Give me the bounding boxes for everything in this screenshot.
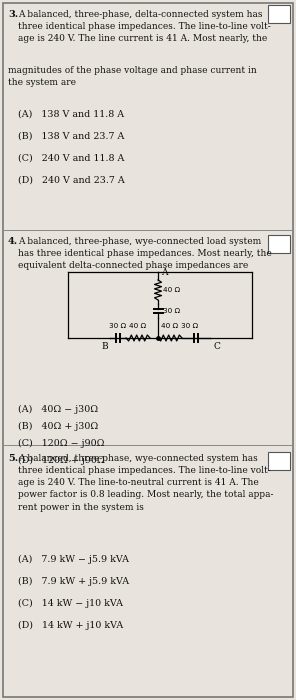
Text: (C)   14 kW − j10 kVA: (C) 14 kW − j10 kVA xyxy=(18,599,123,608)
Text: A balanced, three-phase, wye-connected system has
three identical phase impedanc: A balanced, three-phase, wye-connected s… xyxy=(18,454,274,512)
Text: (D)   120Ω + j90Ω: (D) 120Ω + j90Ω xyxy=(18,456,105,465)
Text: 3.: 3. xyxy=(8,10,18,19)
FancyBboxPatch shape xyxy=(268,235,290,253)
Text: 40 Ω: 40 Ω xyxy=(163,287,180,293)
Text: (C)   120Ω − j90Ω: (C) 120Ω − j90Ω xyxy=(18,439,104,448)
Text: 30 Ω: 30 Ω xyxy=(181,323,199,329)
Text: (C)   240 V and 11.8 A: (C) 240 V and 11.8 A xyxy=(18,154,124,163)
Text: (D)   14 kW + j10 kVA: (D) 14 kW + j10 kVA xyxy=(18,621,123,630)
Text: (B)   138 V and 23.7 A: (B) 138 V and 23.7 A xyxy=(18,132,124,141)
FancyBboxPatch shape xyxy=(268,5,290,23)
Text: (A)   40Ω − j30Ω: (A) 40Ω − j30Ω xyxy=(18,405,98,414)
Text: A balanced, three-phase, wye-connected load system
has three identical phase imp: A balanced, three-phase, wye-connected l… xyxy=(18,237,272,270)
Text: 5.: 5. xyxy=(8,454,18,463)
Text: 40 Ω: 40 Ω xyxy=(161,323,178,329)
Text: (D)   240 V and 23.7 A: (D) 240 V and 23.7 A xyxy=(18,176,125,185)
Text: (A)   138 V and 11.8 A: (A) 138 V and 11.8 A xyxy=(18,110,124,119)
Text: 30 Ω: 30 Ω xyxy=(163,308,180,314)
Text: (B)   7.9 kW + j5.9 kVA: (B) 7.9 kW + j5.9 kVA xyxy=(18,577,129,586)
FancyBboxPatch shape xyxy=(268,452,290,470)
Text: C: C xyxy=(213,342,220,351)
Text: 30 Ω: 30 Ω xyxy=(110,323,127,329)
Text: 40 Ω: 40 Ω xyxy=(129,323,147,329)
Text: A balanced, three-phase, delta-connected system has
three identical phase impeda: A balanced, three-phase, delta-connected… xyxy=(18,10,271,43)
FancyBboxPatch shape xyxy=(3,3,293,697)
Text: (B)   40Ω + j30Ω: (B) 40Ω + j30Ω xyxy=(18,422,98,431)
Text: B: B xyxy=(101,342,108,351)
Text: (A)   7.9 kW − j5.9 kVA: (A) 7.9 kW − j5.9 kVA xyxy=(18,555,129,564)
Text: 4.: 4. xyxy=(8,237,18,246)
Text: A: A xyxy=(161,268,168,277)
Text: magnitudes of the phase voltage and phase current in
the system are: magnitudes of the phase voltage and phas… xyxy=(8,66,257,87)
